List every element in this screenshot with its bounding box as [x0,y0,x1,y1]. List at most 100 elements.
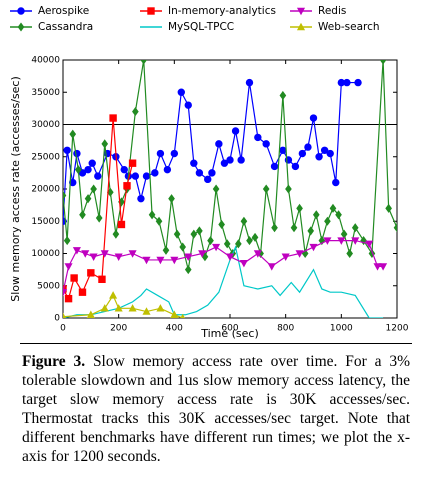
marker [168,194,175,204]
marker [180,313,185,318]
marker [296,7,306,16]
series-line [63,294,183,318]
marker [351,237,360,245]
caption-text: Slow memory access rate over time. For a… [22,353,411,465]
marker [354,78,362,87]
marker [198,250,207,258]
marker [332,178,340,187]
marker [162,245,170,255]
marker [63,236,71,246]
marker [170,149,179,158]
marker [94,172,102,180]
chart: Time (sec) Slow memory access rate (acce… [9,5,409,340]
marker [312,210,320,220]
marker [226,156,234,164]
marker [109,114,117,122]
y-tick-label: 15000 [31,217,60,227]
marker [101,139,109,149]
marker [262,140,270,148]
marker [351,223,359,233]
marker [88,159,96,167]
marker [254,133,262,142]
marker [291,162,300,171]
marker [148,210,156,220]
legend-label: Web-search [318,21,380,33]
marker [190,229,198,239]
x-tick-label: 200 [110,324,127,334]
marker [262,184,270,194]
marker [137,194,145,203]
marker [337,237,346,245]
marker [63,146,71,155]
y-tick-label: 35000 [31,88,60,98]
marker [131,172,140,180]
marker [304,143,312,151]
caption-label: Figure 3. [22,353,86,370]
marker [235,239,242,249]
marker [309,114,318,122]
y-axis-label: Slow memory access rate (accesses/sec) [9,76,22,302]
marker [207,236,214,246]
marker [220,159,229,167]
marker [184,253,193,261]
marker [307,226,315,236]
marker [87,269,95,277]
marker [379,263,388,271]
series-line [63,240,384,293]
marker [142,256,151,265]
marker [173,229,181,239]
marker [225,253,235,261]
marker [86,310,95,318]
y-tick-label: 20000 [31,185,60,195]
marker [177,88,185,96]
marker [295,250,304,258]
marker [215,140,223,148]
marker [114,304,123,312]
y-tick-label: 0 [54,314,60,324]
marker [79,210,86,220]
marker [84,165,92,174]
marker [271,223,278,233]
marker [142,307,151,315]
marker [156,256,165,265]
marker [326,149,334,158]
marker [128,250,137,258]
marker [251,232,259,242]
legend-label: MySQL-TPCC [168,21,234,33]
marker [128,159,137,167]
marker [90,184,97,194]
marker [142,172,151,180]
marker [246,236,253,246]
x-tick-label: 400 [166,324,183,334]
marker [231,127,240,135]
marker [78,169,87,177]
x-tick-label: 800 [277,324,294,334]
marker [63,289,68,297]
series-line [63,60,397,270]
marker [237,156,245,164]
plot-frame [62,59,398,319]
marker [346,248,354,259]
marker [212,243,221,252]
marker [132,107,139,117]
marker [385,203,392,213]
marker [204,175,212,184]
marker [98,275,106,284]
marker [72,247,81,255]
marker [156,304,165,312]
y-tick-label: 40000 [31,56,60,66]
legend-label: Aerospike [38,5,89,17]
marker [379,60,387,65]
marker [120,165,128,174]
x-tick-label: 600 [221,324,238,334]
marker [123,182,131,190]
legend-label: In-memory-analytics [168,5,276,17]
marker [315,153,323,161]
marker [340,229,348,239]
marker [270,162,279,171]
marker [163,165,172,174]
marker [323,237,332,245]
marker [239,259,248,268]
y-tick-label: 5000 [37,281,60,291]
marker [151,169,159,177]
